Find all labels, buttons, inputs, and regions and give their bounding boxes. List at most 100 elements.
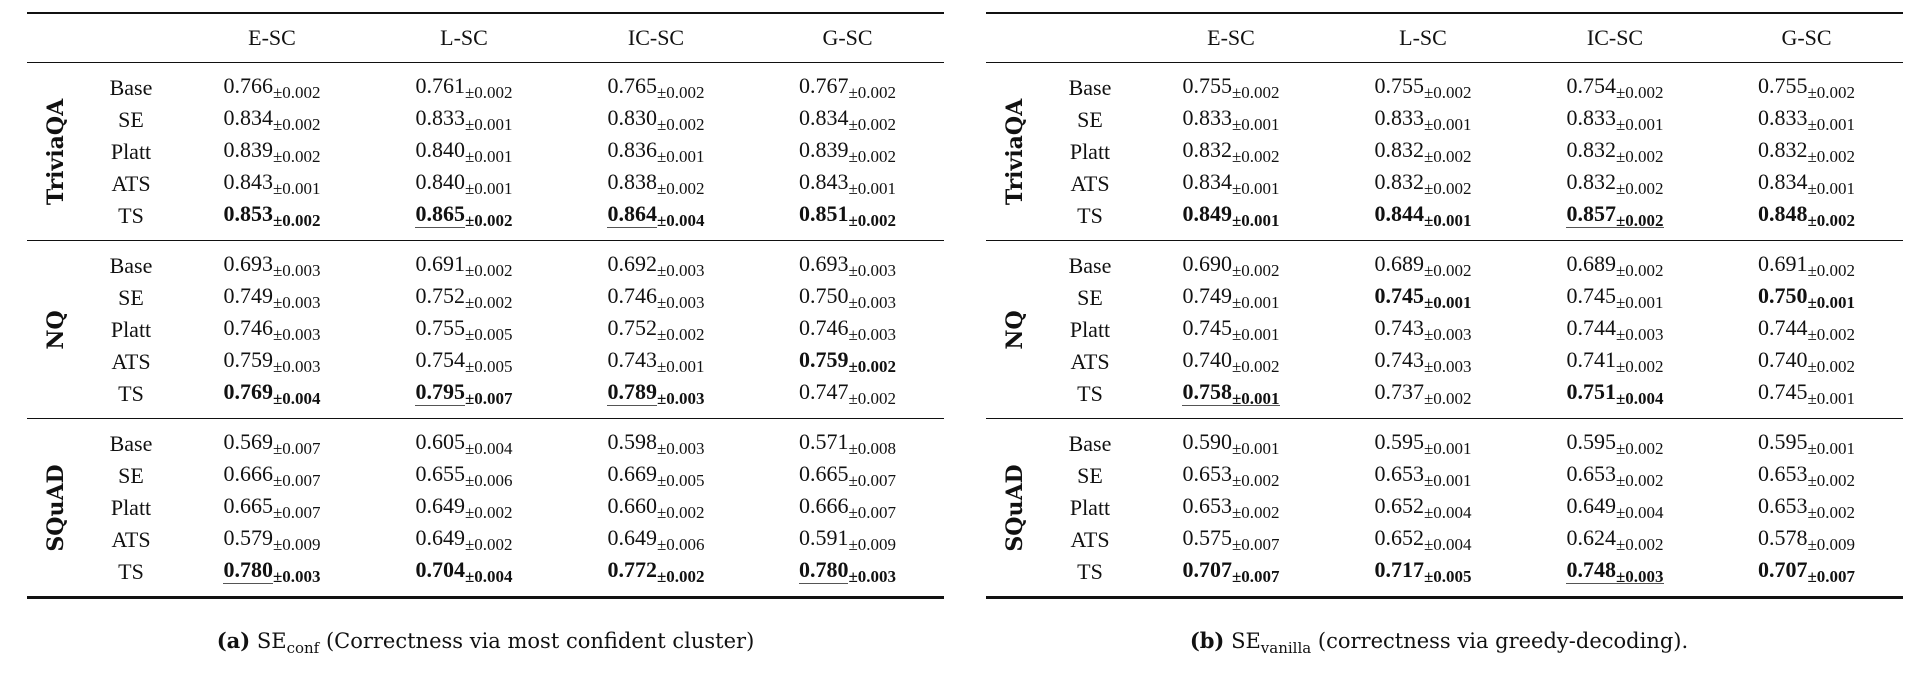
score-std: ±0.002: [464, 211, 513, 230]
score-cell: 0.653±0.002: [1136, 492, 1326, 524]
score-cell: 0.832±0.002: [1326, 168, 1520, 200]
score-value: 0.746: [223, 315, 273, 340]
score-std: ±0.002: [464, 293, 513, 312]
score-value: 0.740: [1182, 347, 1232, 372]
method-label: ATS: [111, 171, 151, 196]
score-std: ±0.004: [1423, 535, 1472, 554]
score-std: ±0.007: [1231, 567, 1280, 586]
score-cell: 0.832±0.002: [1710, 136, 1903, 168]
score-std: ±0.003: [848, 325, 897, 344]
table: E-SC L-SC IC-SC G-SC TriviaQA Base 0.755±0.002…: [986, 12, 1903, 599]
score-cell: 0.624±0.002: [1520, 524, 1710, 556]
score-value: 0.691: [1757, 251, 1808, 276]
score-value: 0.624: [1566, 525, 1616, 550]
score-value: 0.737: [1374, 379, 1424, 404]
table-row: TriviaQA Base 0.755±0.002 0.755±0.002 0.754±…: [986, 63, 1903, 205]
score-value: 0.765: [607, 73, 657, 98]
score-std: ±0.002: [848, 389, 897, 408]
score-std: ±0.001: [464, 179, 513, 198]
header-row: E-SC L-SC IC-SC G-SC: [986, 13, 1903, 63]
table-row: NQ Base 0.690±0.002 0.689±0.002 0.689±0.002 0…: [986, 241, 1903, 349]
score-value: 0.780: [223, 557, 273, 582]
score-value: 0.690: [1182, 251, 1232, 276]
score-std: ±0.002: [464, 535, 513, 554]
score-cell: 0.666±0.007: [177, 460, 367, 492]
score-value: 0.707: [1757, 557, 1808, 582]
score-std: ±0.002: [464, 503, 513, 522]
score-cell: 0.844±0.001: [1326, 200, 1520, 241]
score-value: 0.767: [798, 73, 849, 98]
score-cell: 0.575±0.007: [1136, 524, 1326, 556]
score-cell: 0.653±0.002: [1520, 460, 1710, 492]
score-cell: 0.832±0.002: [1326, 136, 1520, 168]
score-value: 0.707: [1182, 557, 1232, 582]
score-std: ±0.002: [656, 179, 705, 198]
table-row: SE 0.666±0.007 0.655±0.006 0.669±0.005 0.665…: [27, 460, 944, 492]
score-value: 0.649: [415, 493, 465, 518]
score-cell: 0.591±0.009: [751, 524, 944, 556]
score-value: 0.747: [798, 379, 849, 404]
score-cell: 0.761±0.002: [367, 63, 561, 105]
score-value: 0.843: [223, 169, 273, 194]
table-row: SE 0.749±0.003 0.752±0.002 0.746±0.003 0.750…: [27, 282, 944, 314]
score-cell: 0.743±0.003: [1326, 314, 1520, 346]
score-cell: 0.759±0.003: [177, 346, 367, 378]
score-std: ±0.004: [1615, 503, 1664, 522]
score-std: ±0.004: [464, 567, 513, 586]
score-std: ±0.002: [272, 83, 321, 102]
score-std: ±0.004: [656, 211, 705, 230]
score-std: ±0.006: [656, 535, 705, 554]
score-value: 0.649: [415, 525, 465, 550]
score-cell: 0.689±0.002: [1520, 241, 1710, 283]
score-cell: 0.652±0.004: [1326, 524, 1520, 556]
score-cell: 0.704±0.004: [367, 556, 561, 598]
score-cell: 0.693±0.003: [751, 241, 944, 283]
caption-a: (a) SEconf (Correctness via most confide…: [27, 628, 944, 657]
method-label: SE: [1077, 285, 1103, 310]
score-cell: 0.758±0.001: [1136, 378, 1326, 419]
table-row: SQuAD Base 0.569±0.007 0.605±0.004 0.598±0.0…: [27, 419, 944, 551]
score-value: 0.851: [798, 201, 849, 226]
table-row: SE 0.833±0.001 0.833±0.001 0.833±0.001 0.833…: [986, 104, 1903, 136]
score-std: ±0.001: [656, 357, 705, 376]
score-cell: 0.752±0.002: [561, 314, 751, 346]
score-cell: 0.746±0.003: [177, 314, 367, 346]
score-std: ±0.004: [1423, 503, 1472, 522]
score-std: ±0.002: [1807, 471, 1856, 490]
score-cell: 0.655±0.006: [367, 460, 561, 492]
score-std: ±0.002: [464, 261, 513, 280]
score-value: 0.755: [1374, 73, 1424, 98]
score-cell: 0.649±0.004: [1520, 492, 1710, 524]
score-cell: 0.690±0.002: [1136, 241, 1326, 283]
score-cell: 0.745±0.001: [1710, 378, 1903, 419]
score-value: 0.750: [798, 283, 849, 308]
method-label: TS: [1077, 203, 1103, 228]
score-cell: 0.595±0.001: [1710, 419, 1903, 461]
score-cell: 0.839±0.002: [751, 136, 944, 168]
score-cell: 0.849±0.001: [1136, 200, 1326, 241]
score-value: 0.834: [223, 105, 273, 130]
score-std: ±0.007: [272, 503, 321, 522]
score-cell: 0.749±0.003: [177, 282, 367, 314]
score-cell: 0.766±0.002: [177, 63, 367, 105]
dataset-group: SQuAD Base 0.590±0.001 0.595±0.001 0.595±0.0…: [986, 419, 1903, 598]
score-cell: 0.839±0.002: [177, 136, 367, 168]
score-cell: 0.744±0.003: [1520, 314, 1710, 346]
score-std: ±0.003: [1423, 325, 1472, 344]
score-cell: 0.649±0.002: [367, 492, 561, 524]
score-cell: 0.755±0.002: [1136, 63, 1326, 105]
score-cell: 0.836±0.001: [561, 136, 751, 168]
score-value: 0.571: [798, 429, 849, 454]
score-value: 0.755: [1757, 73, 1808, 98]
score-cell: 0.649±0.002: [367, 524, 561, 556]
score-value: 0.578: [1757, 525, 1808, 550]
score-std: ±0.007: [272, 439, 321, 458]
score-value: 0.833: [1374, 105, 1424, 130]
score-value: 0.836: [607, 137, 657, 162]
score-cell: 0.579±0.009: [177, 524, 367, 556]
score-value: 0.669: [607, 461, 657, 486]
score-std: ±0.002: [1807, 357, 1856, 376]
caption-text: (Correctness via most confident cluster): [325, 629, 755, 653]
table-row: ATS 0.579±0.009 0.649±0.002 0.649±0.006 0.59…: [27, 524, 944, 556]
score-std: ±0.002: [1423, 261, 1472, 280]
